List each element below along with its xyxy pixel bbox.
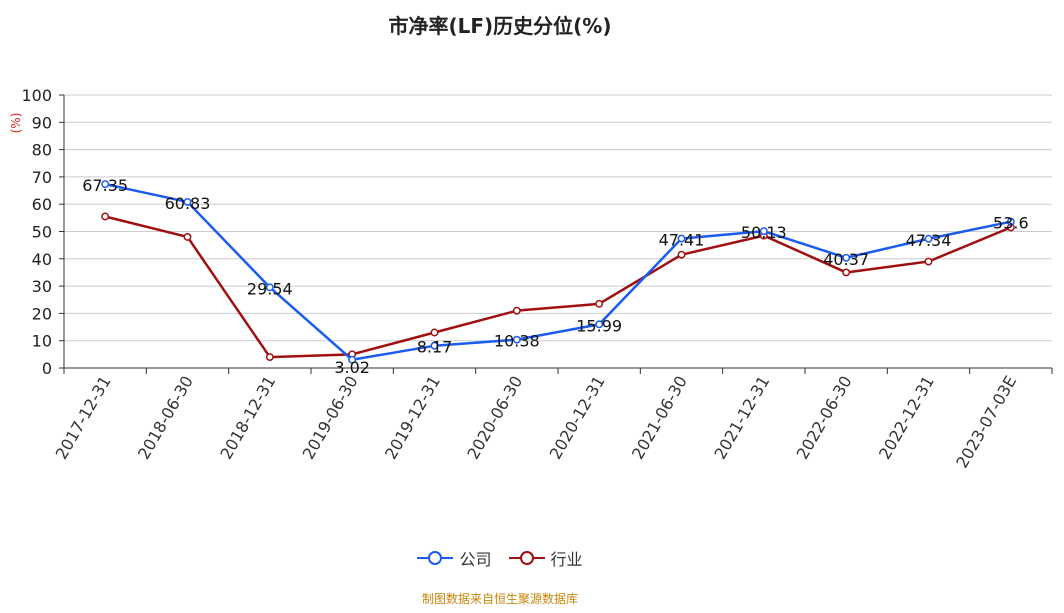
x-tick-label: 2019-06-30 xyxy=(299,373,362,463)
data-point-industry xyxy=(265,353,274,362)
y-tick-label: 60 xyxy=(32,195,52,214)
legend: 公司 行业 xyxy=(0,546,1000,570)
data-point-industry xyxy=(512,306,521,315)
data-label: 29.54 xyxy=(247,279,293,298)
data-point-company xyxy=(1006,217,1015,226)
data-point-company xyxy=(265,283,274,292)
data-label: 47.41 xyxy=(659,231,705,250)
data-point-industry xyxy=(430,328,439,337)
data-point-industry xyxy=(183,233,192,241)
y-tick-label: 40 xyxy=(32,250,52,269)
series-line-company xyxy=(104,182,1012,362)
data-label: 8.17 xyxy=(417,338,453,357)
source-note: 制图数据来自恒生聚源数据库 xyxy=(421,592,578,606)
y-axis-label: (%) xyxy=(9,113,23,134)
data-label: 67.35 xyxy=(82,176,128,195)
data-label: 50.13 xyxy=(741,223,787,242)
data-label: 53.6 xyxy=(993,214,1029,233)
data-point-company xyxy=(677,234,686,243)
series-line-industry xyxy=(104,215,1012,359)
y-tick-label: 80 xyxy=(32,141,52,160)
data-point-industry xyxy=(924,257,933,266)
data-point-industry xyxy=(677,250,686,259)
x-tick-label: 2021-06-30 xyxy=(628,373,691,463)
data-label: 3.02 xyxy=(334,358,370,377)
series-lines xyxy=(101,180,1015,364)
data-point-company xyxy=(842,253,851,262)
data-point-industry xyxy=(842,268,851,277)
x-tick-label: 2017-12-31 xyxy=(52,373,115,463)
x-tick-label: 2018-06-30 xyxy=(134,373,197,463)
data-label: 10.38 xyxy=(494,332,540,351)
data-point-company xyxy=(348,355,357,364)
data-point-industry xyxy=(101,212,110,221)
data-point-company xyxy=(595,320,604,329)
data-point-company xyxy=(101,180,110,189)
x-tick-label: 2021-12-31 xyxy=(710,373,773,463)
data-point-company xyxy=(183,197,192,206)
x-tick-label: 2019-12-31 xyxy=(381,373,444,463)
x-tick-label: 2020-06-30 xyxy=(463,373,526,463)
legend-company-marker-icon xyxy=(417,551,454,565)
y-tick-label: 70 xyxy=(32,168,52,187)
legend-label-industry: 行业 xyxy=(550,550,583,569)
y-tick-label: 50 xyxy=(32,223,52,242)
data-label: 40.37 xyxy=(823,250,869,269)
legend-item-company[interactable]: 公司 xyxy=(417,546,491,570)
legend-industry-marker-icon xyxy=(508,551,545,565)
y-tick-label: 90 xyxy=(32,113,52,132)
chart-title: 市净率(LF)历史分位(%) xyxy=(388,14,612,38)
y-tick-label: 20 xyxy=(32,304,52,323)
legend-label-company: 公司 xyxy=(459,550,492,569)
axes: 0 10 20 30 40 50 60 70 80 90 100 2017-12-31 2018-06-… xyxy=(21,86,1053,471)
x-tick-label: 2022-06-30 xyxy=(793,373,856,463)
y-tick-label: 30 xyxy=(32,277,52,296)
data-label: 15.99 xyxy=(576,316,622,335)
x-tick-label: 2020-12-31 xyxy=(546,373,609,463)
data-label: 60.83 xyxy=(165,194,211,213)
data-point-industry xyxy=(595,299,604,308)
grid-lines xyxy=(64,94,1052,342)
data-labels: 67.35 60.83 29.54 3.02 8.17 10.38 15.99 47.41 50… xyxy=(82,176,1028,377)
y-tick-label: 10 xyxy=(32,332,52,351)
data-point-company xyxy=(430,341,439,350)
data-label: 47.34 xyxy=(906,231,952,250)
y-tick-label: 100 xyxy=(21,86,52,105)
data-point-company xyxy=(924,234,933,243)
x-tick-label: 2018-12-31 xyxy=(216,373,279,463)
data-point-company xyxy=(759,227,768,236)
data-point-company xyxy=(512,335,521,344)
legend-item-industry[interactable]: 行业 xyxy=(508,546,583,570)
x-tick-label: 2022-12-31 xyxy=(875,373,938,463)
x-tick-label: 2023-07-03E xyxy=(952,372,1020,471)
y-tick-label: 0 xyxy=(42,359,52,378)
